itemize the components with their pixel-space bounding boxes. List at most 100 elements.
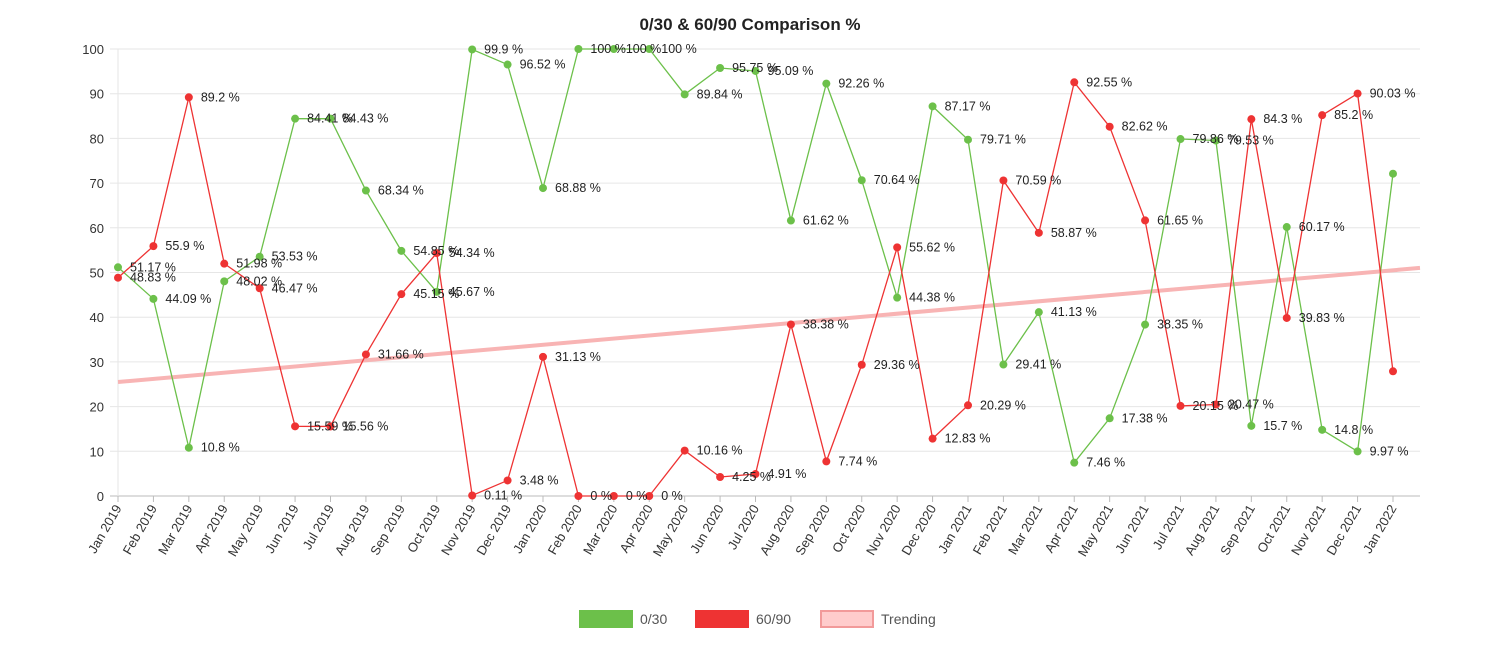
data-point[interactable] (220, 277, 229, 286)
data-point[interactable] (645, 45, 654, 53)
data-point[interactable] (928, 102, 937, 111)
data-point[interactable] (1034, 228, 1043, 237)
data-point[interactable] (291, 422, 300, 431)
data-point[interactable] (1318, 111, 1327, 120)
data-point[interactable] (503, 60, 512, 69)
legend-label[interactable]: 0/30 (640, 611, 667, 627)
data-point[interactable] (291, 114, 300, 123)
data-label: 45.15 % (413, 287, 459, 301)
data-point[interactable] (999, 360, 1008, 369)
data-label: 10.16 % (697, 444, 743, 458)
data-point[interactable] (680, 90, 689, 99)
data-point[interactable] (432, 249, 441, 258)
data-point[interactable] (609, 492, 618, 500)
x-tick-label: Nov 2021 (1288, 502, 1329, 558)
data-point[interactable] (1176, 401, 1185, 410)
data-point[interactable] (539, 184, 547, 193)
data-point[interactable] (751, 470, 760, 479)
data-point[interactable] (326, 422, 335, 431)
data-point[interactable] (609, 45, 618, 53)
data-point[interactable] (255, 252, 264, 261)
data-point[interactable] (432, 287, 441, 296)
x-tick-label: Apr 2020 (616, 502, 655, 555)
data-point[interactable] (361, 350, 370, 359)
x-tick-label: Aug 2021 (1182, 502, 1223, 558)
data-point[interactable] (893, 293, 902, 302)
data-label: 15.7 % (1263, 419, 1302, 433)
data-point[interactable] (539, 352, 547, 361)
data-point[interactable] (361, 186, 370, 195)
data-point[interactable] (1211, 136, 1220, 145)
data-point[interactable] (1389, 169, 1397, 178)
data-point[interactable] (1247, 421, 1256, 430)
data-point[interactable] (1105, 122, 1114, 131)
data-point[interactable] (114, 263, 122, 272)
data-label: 4.25 % (732, 470, 771, 484)
x-tick-label: Mar 2021 (1005, 502, 1045, 557)
data-label: 48.02 % (236, 274, 282, 288)
x-tick-label: May 2019 (225, 502, 267, 559)
data-point[interactable] (1389, 367, 1397, 376)
data-label: 100 % (590, 42, 625, 56)
data-point[interactable] (184, 93, 193, 102)
chart-title: 0/30 & 60/90 Comparison % (639, 15, 860, 34)
data-point[interactable] (149, 294, 158, 303)
data-point[interactable] (397, 290, 406, 299)
data-point[interactable] (255, 284, 264, 293)
x-tick-label: Feb 2020 (545, 502, 585, 557)
data-point[interactable] (751, 66, 760, 75)
data-point[interactable] (1176, 135, 1185, 144)
data-point[interactable] (1247, 115, 1256, 124)
legend-swatch[interactable] (579, 610, 633, 628)
data-point[interactable] (1141, 320, 1150, 329)
data-point[interactable] (1353, 447, 1362, 456)
data-point[interactable] (716, 63, 725, 72)
x-tick-label: Oct 2021 (1254, 502, 1293, 555)
data-point[interactable] (1105, 414, 1114, 423)
data-point[interactable] (680, 446, 689, 455)
y-tick-label: 70 (90, 176, 104, 191)
trend-line (117, 265, 1421, 385)
data-point[interactable] (468, 491, 477, 500)
data-point[interactable] (1211, 400, 1220, 409)
data-point[interactable] (326, 114, 335, 123)
data-point[interactable] (999, 176, 1008, 185)
data-point[interactable] (822, 79, 831, 88)
data-point[interactable] (468, 45, 477, 54)
data-point[interactable] (786, 320, 795, 329)
data-point[interactable] (1318, 425, 1327, 434)
data-point[interactable] (857, 360, 866, 369)
data-point[interactable] (184, 443, 193, 452)
data-point[interactable] (1353, 89, 1362, 98)
data-label: 54.34 % (449, 246, 495, 260)
data-point[interactable] (574, 492, 583, 500)
legend-swatch[interactable] (695, 610, 749, 628)
data-point[interactable] (1282, 223, 1291, 232)
data-point[interactable] (822, 457, 831, 466)
data-point[interactable] (220, 259, 229, 268)
data-point[interactable] (503, 476, 512, 485)
data-point[interactable] (397, 246, 406, 255)
data-point[interactable] (1070, 458, 1079, 467)
legend-label[interactable]: Trending (881, 611, 936, 627)
data-point[interactable] (1034, 308, 1043, 317)
legend-label[interactable]: 60/90 (756, 611, 791, 627)
data-point[interactable] (1282, 313, 1291, 322)
data-point[interactable] (1141, 216, 1150, 225)
data-label: 90.03 % (1370, 87, 1416, 101)
data-point[interactable] (645, 492, 654, 500)
data-point[interactable] (574, 45, 583, 53)
data-label: 10.8 % (201, 441, 240, 455)
data-point[interactable] (114, 273, 122, 282)
data-label: 100 % (626, 42, 661, 56)
data-point[interactable] (149, 242, 158, 251)
data-point[interactable] (964, 401, 972, 410)
data-point[interactable] (786, 216, 795, 225)
data-point[interactable] (1070, 78, 1079, 87)
data-point[interactable] (857, 176, 866, 185)
data-point[interactable] (893, 243, 902, 252)
data-point[interactable] (928, 434, 937, 443)
legend-swatch[interactable] (820, 610, 874, 628)
data-point[interactable] (716, 473, 725, 482)
data-point[interactable] (964, 135, 972, 144)
